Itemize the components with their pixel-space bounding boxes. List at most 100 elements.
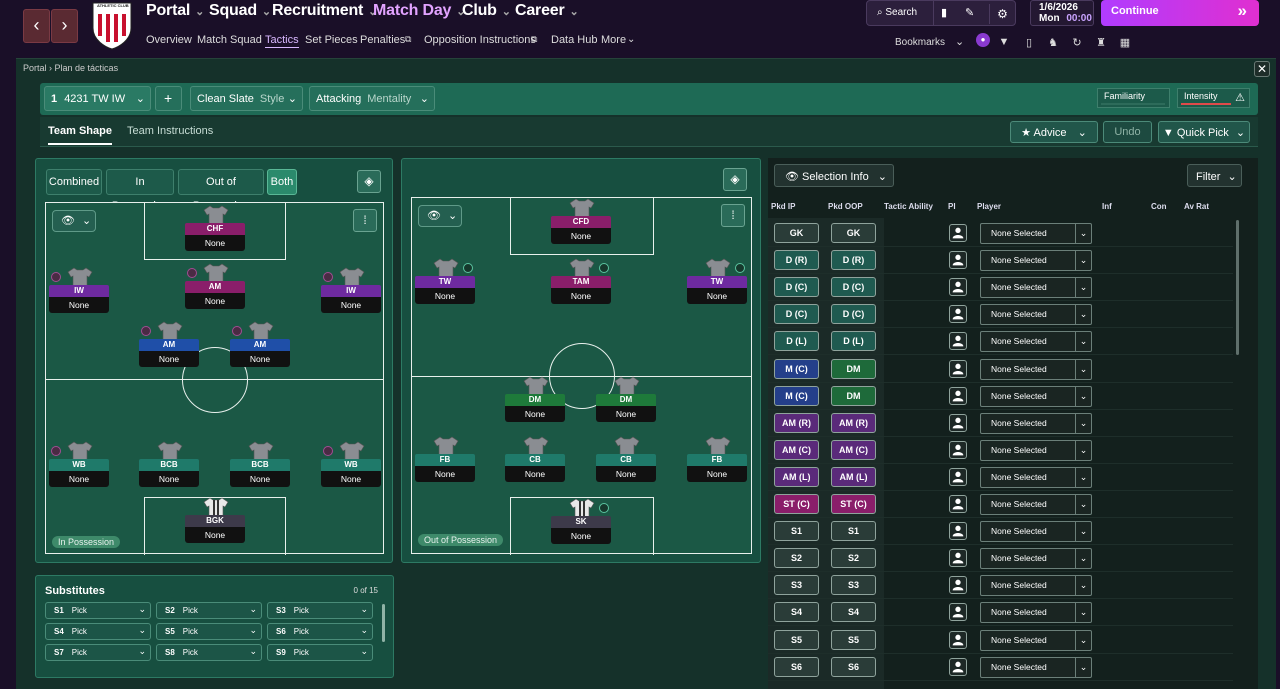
picked-oop-position[interactable]: GK (831, 223, 876, 243)
player-slot[interactable]: BCB None (230, 441, 290, 493)
header-con[interactable]: Con (1151, 202, 1167, 211)
table-row[interactable]: S5 S5 None Selected ⌄ (768, 627, 1233, 654)
table-row[interactable]: D (C) D (C) None Selected ⌄ (768, 301, 1233, 329)
header-pkd-oop[interactable]: Pkd OOP (828, 202, 863, 211)
player-select[interactable]: None Selected ⌄ (980, 521, 1092, 543)
table-row[interactable]: D (L) D (L) None Selected ⌄ (768, 328, 1233, 356)
nav-squad[interactable]: Squad ⌄ (209, 2, 271, 20)
style-select[interactable]: Clean Slate Style ⌄ (190, 86, 303, 111)
close-button[interactable]: ✕ (1254, 61, 1270, 77)
picked-oop-position[interactable]: S2 (831, 548, 876, 569)
picked-oop-position[interactable]: AM (L) (831, 466, 876, 487)
picked-ip-position[interactable]: S6 (774, 656, 819, 677)
staff-icon[interactable]: ♞ (1048, 37, 1058, 49)
subnav-overview[interactable]: Overview (146, 34, 192, 46)
bookmark-icon[interactable]: ▮ (941, 7, 948, 19)
picked-oop-position[interactable]: S3 (831, 575, 876, 596)
player-select[interactable]: None Selected ⌄ (980, 223, 1092, 244)
header-tactic-ability[interactable]: Tactic Ability (884, 202, 933, 211)
player-slot[interactable]: CB None (596, 436, 656, 488)
picked-oop-position[interactable]: DM (831, 385, 876, 406)
picked-ip-position[interactable]: M (C) (774, 385, 819, 406)
table-row[interactable]: AM (C) AM (C) None Selected ⌄ (768, 437, 1233, 464)
player-instructions-icon[interactable] (949, 413, 967, 432)
picked-ip-position[interactable]: GK (774, 223, 819, 243)
add-tactic-button[interactable]: + (155, 86, 182, 111)
header-av-rat[interactable]: Av Rat (1184, 202, 1210, 211)
pitch-options-icon[interactable]: ◈ (723, 168, 747, 191)
table-row[interactable]: S1 S1 None Selected ⌄ (768, 518, 1233, 546)
player-slot[interactable]: AM None (139, 321, 199, 373)
nav-career[interactable]: Career ⌄ (515, 2, 579, 20)
player-slot[interactable]: BCB None (139, 441, 199, 493)
substitute-slot[interactable]: S3 Pick ⌄ (267, 602, 373, 619)
selection-info-dropdown[interactable]: 👁 Selection Info ⌄ (774, 164, 894, 187)
nav-portal[interactable]: Portal ⌄ (146, 2, 204, 20)
player-instructions-icon[interactable] (949, 495, 967, 513)
settings-gear-icon[interactable]: ⚙ (989, 4, 1015, 24)
advice-button[interactable]: ★ Advice ⌄ (1010, 121, 1098, 143)
picked-oop-position[interactable]: AM (C) (831, 439, 876, 460)
player-slot[interactable]: WB None (321, 441, 381, 493)
view-toggle[interactable]: 👁 ⌄ (52, 210, 96, 232)
picked-oop-position[interactable]: S1 (831, 521, 876, 542)
player-select[interactable]: None Selected ⌄ (980, 602, 1092, 624)
player-slot[interactable]: SK None (551, 498, 611, 550)
picked-oop-position[interactable]: S6 (831, 656, 876, 677)
picked-ip-position[interactable]: S4 (774, 602, 819, 623)
forward-button[interactable]: › (51, 9, 78, 43)
scrollbar[interactable] (382, 604, 385, 642)
tab-team-instructions[interactable]: Team Instructions (127, 125, 214, 137)
picked-oop-position[interactable]: D (R) (831, 250, 876, 271)
table-row[interactable]: AM (L) AM (L) None Selected ⌄ (768, 464, 1233, 491)
player-instructions-icon[interactable] (949, 603, 967, 622)
substitute-slot[interactable]: S9 Pick ⌄ (267, 644, 373, 661)
player-select[interactable]: None Selected ⌄ (980, 385, 1092, 407)
picked-oop-position[interactable]: S5 (831, 629, 876, 650)
player-select[interactable]: None Selected ⌄ (980, 250, 1092, 272)
player-slot[interactable]: AM None (185, 263, 245, 315)
intensity-meter[interactable]: Intensity ⚠ (1177, 88, 1250, 108)
picked-oop-position[interactable]: ST (C) (831, 494, 876, 514)
player-slot[interactable]: CHF None (185, 205, 245, 257)
player-instructions-icon[interactable] (949, 522, 967, 541)
picked-ip-position[interactable]: AM (R) (774, 412, 819, 433)
table-row[interactable]: S6 S6 None Selected ⌄ (768, 654, 1233, 681)
player-instructions-icon[interactable] (949, 278, 967, 297)
picked-ip-position[interactable]: S1 (774, 521, 819, 542)
substitute-slot[interactable]: S8 Pick ⌄ (156, 644, 262, 661)
player-slot[interactable]: AM None (230, 321, 290, 373)
player-slot[interactable]: WB None (49, 441, 109, 493)
nav-club[interactable]: Club ⌄ (462, 2, 511, 20)
player-instructions-icon[interactable] (949, 549, 967, 568)
player-instructions-icon[interactable] (949, 386, 967, 405)
player-slot[interactable]: BGK None (185, 497, 245, 549)
player-slot[interactable]: DM None (505, 376, 565, 428)
picked-oop-position[interactable]: AM (R) (831, 412, 876, 433)
player-slot[interactable]: IW None (321, 267, 381, 319)
substitute-slot[interactable]: S4 Pick ⌄ (45, 623, 151, 640)
player-select[interactable]: None Selected ⌄ (980, 439, 1092, 461)
continue-button[interactable]: Continue » (1101, 0, 1259, 26)
mentality-select[interactable]: Attacking Mentality ⌄ (309, 86, 435, 111)
player-instructions-icon[interactable] (949, 576, 967, 595)
header-pi[interactable]: PI (948, 202, 956, 211)
picked-ip-position[interactable]: D (L) (774, 331, 819, 352)
refresh-icon[interactable]: ↻ (1072, 37, 1082, 49)
club-crest-icon[interactable] (89, 0, 135, 50)
player-instructions-icon[interactable] (949, 657, 967, 676)
player-select[interactable]: None Selected ⌄ (980, 277, 1092, 299)
player-select[interactable]: None Selected ⌄ (980, 466, 1092, 488)
quick-pick-button[interactable]: ▼ Quick Pick ⌄ (1158, 121, 1250, 143)
player-select[interactable]: None Selected ⌄ (980, 656, 1092, 678)
player-slot[interactable]: IW None (49, 267, 109, 319)
picked-ip-position[interactable]: AM (L) (774, 466, 819, 487)
picked-oop-position[interactable]: D (L) (831, 331, 876, 352)
picked-ip-position[interactable]: D (R) (774, 250, 819, 271)
table-row[interactable]: S4 S4 None Selected ⌄ (768, 599, 1233, 627)
view-toggle[interactable]: 👁 ⌄ (418, 205, 462, 227)
player-select[interactable]: None Selected ⌄ (980, 412, 1092, 434)
subnav-data-hub[interactable]: Data Hub (551, 34, 598, 46)
substitute-slot[interactable]: S7 Pick ⌄ (45, 644, 151, 661)
player-instructions-icon[interactable] (949, 440, 967, 459)
